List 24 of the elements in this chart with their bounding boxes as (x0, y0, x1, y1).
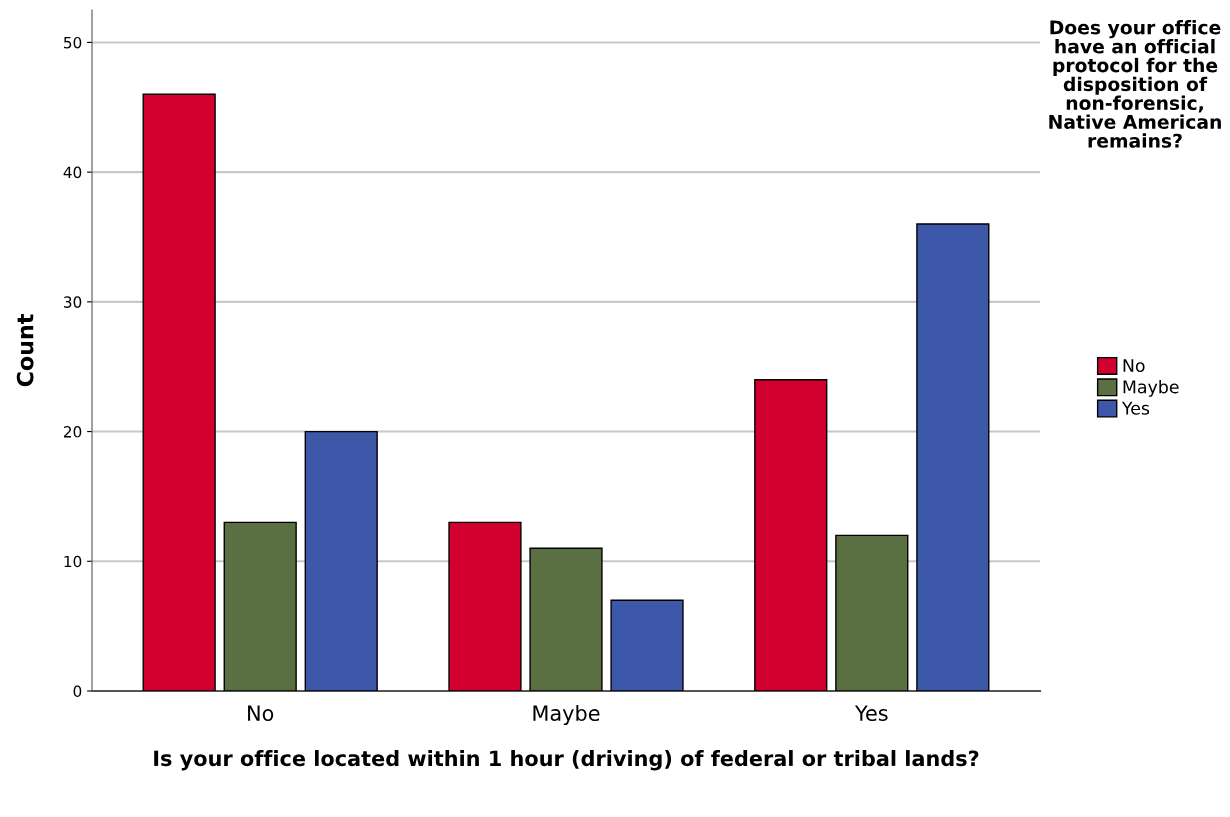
legend-label: Yes (1121, 401, 1150, 415)
x-tick-label: No (248, 705, 274, 722)
bar (916, 223, 990, 691)
bar (529, 547, 603, 691)
bar (223, 521, 297, 691)
bar (835, 534, 909, 691)
y-tick-label: 40 (63, 166, 82, 179)
y-tick-label: 50 (64, 36, 82, 49)
y-tick-label: 0 (73, 685, 82, 698)
y-axis-title: Count (16, 314, 34, 387)
bar (304, 430, 378, 691)
x-tick-label: Yes (854, 705, 888, 722)
x-axis-title: Is your office located within 1 hour (driving) of federal or tribal lands? (154, 750, 979, 771)
y-tick-label: 20 (63, 426, 82, 438)
y-tick-label: 10 (64, 555, 82, 568)
y-tick-label: 30 (64, 296, 82, 308)
bar (142, 93, 216, 691)
legend-label: Maybe (1123, 379, 1179, 397)
legend-title: Does your office have an official protocol for the disposition of non-forensic, Native American remains? (1049, 20, 1221, 148)
x-tick-label: Maybe (533, 704, 600, 726)
bar (610, 599, 684, 691)
legend-label: No (1123, 359, 1145, 373)
bar (754, 378, 828, 691)
bar (448, 521, 522, 691)
